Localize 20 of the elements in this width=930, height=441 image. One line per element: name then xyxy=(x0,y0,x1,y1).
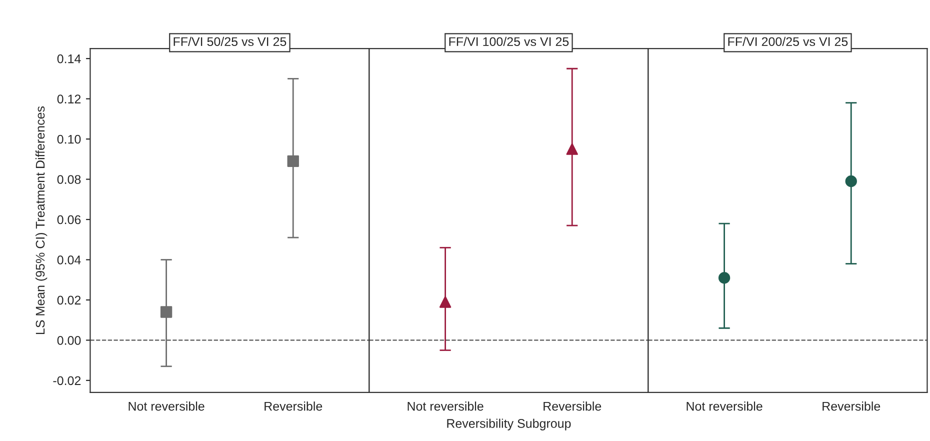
y-tick-label: 0.02 xyxy=(57,296,81,305)
y-tick-label: 0.14 xyxy=(57,54,81,64)
x-tick-label: Not reversible xyxy=(408,402,484,411)
chart-title: FF/VI 200/25 vs VI 25 xyxy=(728,36,848,46)
chart-title: FF/VI 100/25 vs VI 25 xyxy=(449,36,569,46)
x-tick-label: Reversible xyxy=(264,402,322,411)
y-tick-label: 0.08 xyxy=(57,175,81,184)
y-tick-label: 0.10 xyxy=(57,134,81,144)
y-tick-label: 0.00 xyxy=(57,336,81,345)
x-axis-title: Reversibility Subgroup xyxy=(447,418,571,430)
chart-title: FF/VI 50/25 vs VI 25 xyxy=(174,36,286,46)
y-axis-title: LS Mean (95% CI) Treatment Differences xyxy=(35,106,48,334)
y-tick-label: -0.02 xyxy=(53,376,81,386)
y-tick-label: 0.12 xyxy=(57,94,81,104)
x-tick-label: Not reversible xyxy=(686,402,762,411)
x-tick-label: Not reversible xyxy=(128,402,204,411)
x-tick-label: Reversible xyxy=(822,402,880,411)
y-tick-label: 0.06 xyxy=(57,215,81,224)
x-tick-label: Reversible xyxy=(544,402,602,411)
y-tick-label: 0.04 xyxy=(57,256,81,264)
